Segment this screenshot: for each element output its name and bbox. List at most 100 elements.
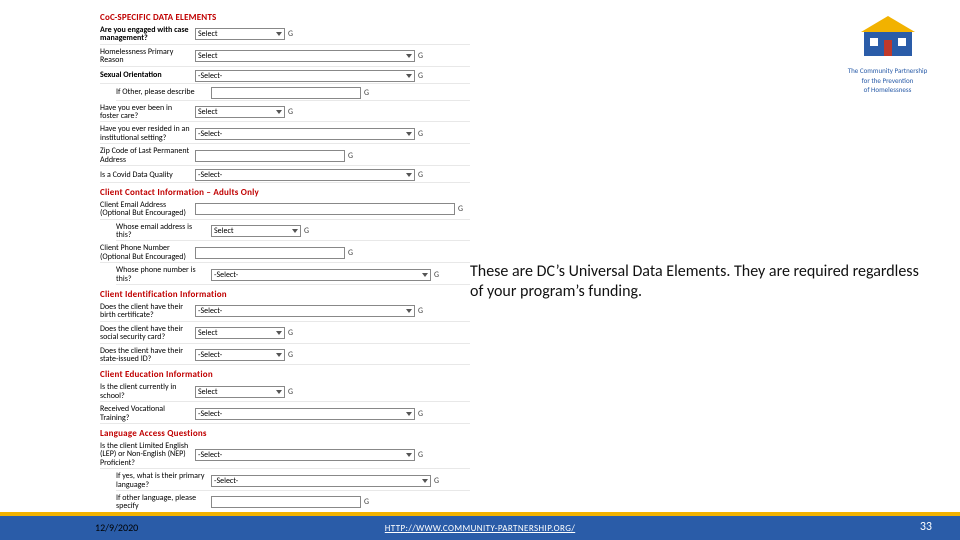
field-wrap: G [195,150,470,162]
field-wrap: SelectG [195,327,470,339]
select-field[interactable]: -Select- [195,128,415,140]
form-row: Whose phone number is this?-Select-G [116,265,470,285]
form-row: If yes, what is their primary language?-… [116,471,470,491]
form-row: If Other, please describe G [116,86,470,101]
form-row: Does the client have their state-issued … [100,346,470,366]
field-wrap: -Select-G [195,305,470,317]
form-label: Is a Covid Data Quality [100,171,195,179]
form-label: Received Vocational Training? [100,405,195,422]
form-row: Received Vocational Training?-Select-G [100,404,470,424]
form-row: Client Phone Number (Optional But Encour… [100,243,470,263]
logo-icon [858,12,918,60]
required-flag: G [288,387,293,397]
field-wrap: G [211,496,470,508]
footer-page-number: 33 [920,520,932,534]
form-label: Whose phone number is this? [116,266,211,283]
required-flag: G [288,328,293,338]
select-field[interactable]: Select [195,106,285,118]
select-field[interactable]: Select [195,386,285,398]
section-lang-rows: Is the client Limited English (LEP) or N… [100,441,470,513]
section-contact-rows: Client Email Address (Optional But Encou… [100,200,470,285]
form-row: Have you ever been in foster care?Select… [100,103,470,123]
field-wrap: -Select-G [195,449,470,461]
required-flag: G [458,204,463,214]
form-row: Is the client currently in school?Select… [100,382,470,402]
required-flag: G [418,129,423,139]
field-wrap: -Select-G [195,169,470,181]
form-label: If Other, please describe [116,88,211,96]
select-field[interactable]: -Select- [195,305,415,317]
text-input[interactable] [195,247,345,259]
field-wrap: -Select-G [195,128,470,140]
required-flag: G [348,248,353,258]
form-row: Is a Covid Data Quality-Select-G [100,168,470,183]
required-flag: G [418,71,423,81]
field-wrap: G [195,203,470,215]
required-flag: G [434,476,439,486]
form-label: Have you ever resided in an institutiona… [100,125,195,142]
form-label: Client Phone Number (Optional But Encour… [100,244,195,261]
form-label: Whose email address is this? [116,223,211,240]
select-field[interactable]: -Select- [211,269,431,281]
field-wrap: SelectG [211,225,470,237]
annotation-text: These are DC’s Universal Data Elements. … [470,262,930,302]
required-flag: G [348,151,353,161]
select-field[interactable]: Select [195,327,285,339]
footer-link[interactable]: HTTP://WWW.COMMUNITY-PARTNERSHIP.ORG/ [385,523,575,534]
required-flag: G [288,29,293,39]
form-label: Does the client have their social securi… [100,325,195,342]
section-coc-title: CoC-SPECIFIC DATA ELEMENTS [100,12,470,23]
required-flag: G [364,88,369,98]
select-field[interactable]: -Select- [195,349,285,361]
form-row: Is the client Limited English (LEP) or N… [100,441,470,469]
form-row: Whose email address is this?SelectG [116,222,470,242]
select-field[interactable]: Select [195,50,415,62]
footer-bar: HTTP://WWW.COMMUNITY-PARTNERSHIP.ORG/ [0,516,960,540]
logo-text-1: The Community Partnership [840,67,935,75]
section-edu-title: Client Education Information [100,369,470,380]
form-row: Client Email Address (Optional But Encou… [100,200,470,220]
field-wrap: SelectG [195,106,470,118]
form-label: Zip Code of Last Permanent Address [100,147,195,164]
field-wrap: -Select-G [195,349,470,361]
field-wrap: -Select-G [195,70,470,82]
field-wrap: SelectG [195,386,470,398]
logo: The Community Partnership for the Preven… [840,12,935,94]
section-coc-rows: Are you engaged with case management?Sel… [100,25,470,183]
form-label: Is the client currently in school? [100,383,195,400]
form-row: Does the client have their birth certifi… [100,302,470,322]
section-lang-title: Language Access Questions [100,428,470,439]
text-input[interactable] [211,87,361,99]
field-wrap: G [211,87,470,99]
select-field[interactable]: -Select- [195,449,415,461]
text-input[interactable] [195,150,345,162]
required-flag: G [364,497,369,507]
form-label: Is the client Limited English (LEP) or N… [100,442,195,467]
form-label: Have you ever been in foster care? [100,104,195,121]
field-wrap: SelectG [195,50,470,62]
form-row: Sexual Orientation-Select-G [100,69,470,84]
field-wrap: -Select-G [211,475,470,487]
required-flag: G [418,450,423,460]
form-label: Homelessness Primary Reason [100,48,195,65]
select-field[interactable]: Select [195,28,285,40]
logo-text-3: of Homelessness [840,86,935,94]
select-field[interactable]: -Select- [195,70,415,82]
text-input[interactable] [195,203,455,215]
form-area: CoC-SPECIFIC DATA ELEMENTS Are you engag… [100,8,470,515]
section-ident-title: Client Identification Information [100,289,470,300]
form-row: Have you ever resided in an institutiona… [100,124,470,144]
text-input[interactable] [211,496,361,508]
form-row: Does the client have their social securi… [100,324,470,344]
form-label: Does the client have their state-issued … [100,347,195,364]
select-field[interactable]: Select [211,225,301,237]
select-field[interactable]: -Select- [195,408,415,420]
footer: HTTP://WWW.COMMUNITY-PARTNERSHIP.ORG/ 12… [0,512,960,540]
form-row: Zip Code of Last Permanent Address G [100,146,470,166]
form-label: Are you engaged with case management? [100,26,195,43]
select-field[interactable]: -Select- [195,169,415,181]
select-field[interactable]: -Select- [211,475,431,487]
required-flag: G [418,51,423,61]
required-flag: G [434,270,439,280]
section-edu-rows: Is the client currently in school?Select… [100,382,470,424]
